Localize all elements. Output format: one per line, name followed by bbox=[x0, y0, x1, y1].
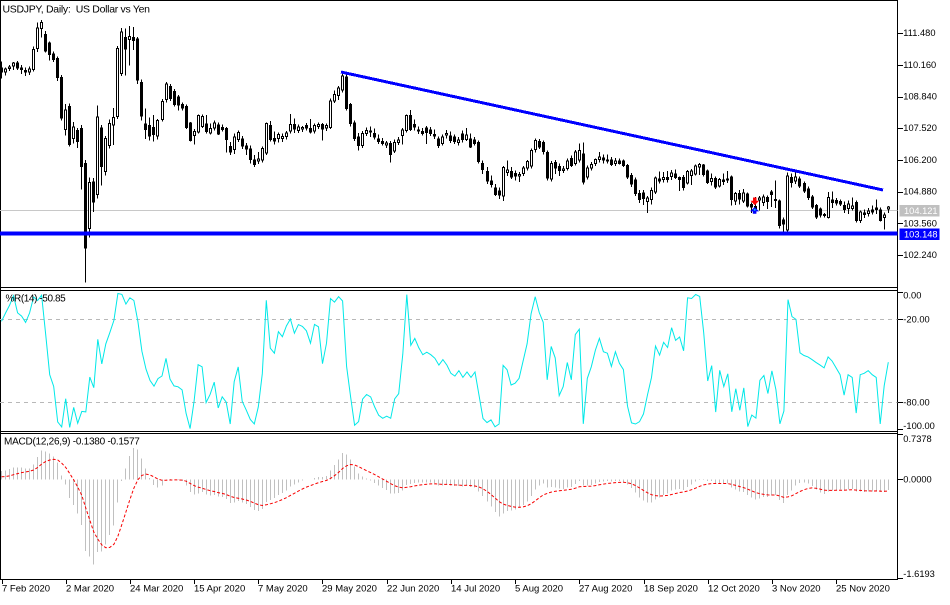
svg-text:14 Jul 2020: 14 Jul 2020 bbox=[451, 584, 500, 595]
svg-text:108.840: 108.840 bbox=[903, 92, 937, 102]
svg-text:%R(14) -50.85: %R(14) -50.85 bbox=[6, 294, 67, 305]
svg-text:2 Mar 2020: 2 Mar 2020 bbox=[66, 584, 114, 595]
svg-text:106.200: 106.200 bbox=[903, 155, 937, 165]
svg-text:-20.00: -20.00 bbox=[903, 315, 929, 325]
svg-text:104.121: 104.121 bbox=[904, 206, 938, 216]
svg-text:7 May 2020: 7 May 2020 bbox=[258, 584, 308, 595]
svg-text:5 Aug 2020: 5 Aug 2020 bbox=[515, 584, 563, 595]
svg-text:103.148: 103.148 bbox=[904, 229, 938, 239]
svg-text:107.520: 107.520 bbox=[903, 123, 937, 133]
svg-text:27 Aug 2020: 27 Aug 2020 bbox=[579, 584, 632, 595]
svg-text:110.160: 110.160 bbox=[903, 60, 936, 70]
svg-text:12 Oct 2020: 12 Oct 2020 bbox=[708, 584, 760, 595]
svg-text:3 Nov 2020: 3 Nov 2020 bbox=[772, 584, 821, 595]
svg-text:22 Jun 2020: 22 Jun 2020 bbox=[387, 584, 439, 595]
svg-text:102.240: 102.240 bbox=[903, 250, 937, 260]
svg-text:24 Mar 2020: 24 Mar 2020 bbox=[130, 584, 183, 595]
svg-text:USDJPY, Daily: US Dollar vs Y: USDJPY, Daily: US Dollar vs Yen bbox=[3, 3, 151, 15]
svg-text:7 Feb 2020: 7 Feb 2020 bbox=[2, 584, 50, 595]
svg-text:-1.6193: -1.6193 bbox=[903, 569, 935, 579]
svg-text:103.560: 103.560 bbox=[903, 218, 937, 228]
svg-text:MACD(12,26,9) -0.1380 -0.1577: MACD(12,26,9) -0.1380 -0.1577 bbox=[4, 437, 140, 448]
svg-text:-80.00: -80.00 bbox=[903, 398, 929, 408]
svg-text:0.7378: 0.7378 bbox=[903, 434, 931, 444]
svg-text:104.880: 104.880 bbox=[903, 187, 937, 197]
svg-text:-100.00: -100.00 bbox=[903, 421, 935, 431]
svg-text:15 Apr 2020: 15 Apr 2020 bbox=[194, 584, 245, 595]
svg-text:0.0000: 0.0000 bbox=[903, 475, 931, 485]
svg-text:0.00: 0.00 bbox=[903, 291, 921, 301]
svg-text:25 Nov 2020: 25 Nov 2020 bbox=[836, 584, 890, 595]
svg-text:29 May 2020: 29 May 2020 bbox=[322, 584, 377, 595]
svg-text:111.480: 111.480 bbox=[903, 28, 935, 38]
svg-text:18 Sep 2020: 18 Sep 2020 bbox=[644, 584, 698, 595]
